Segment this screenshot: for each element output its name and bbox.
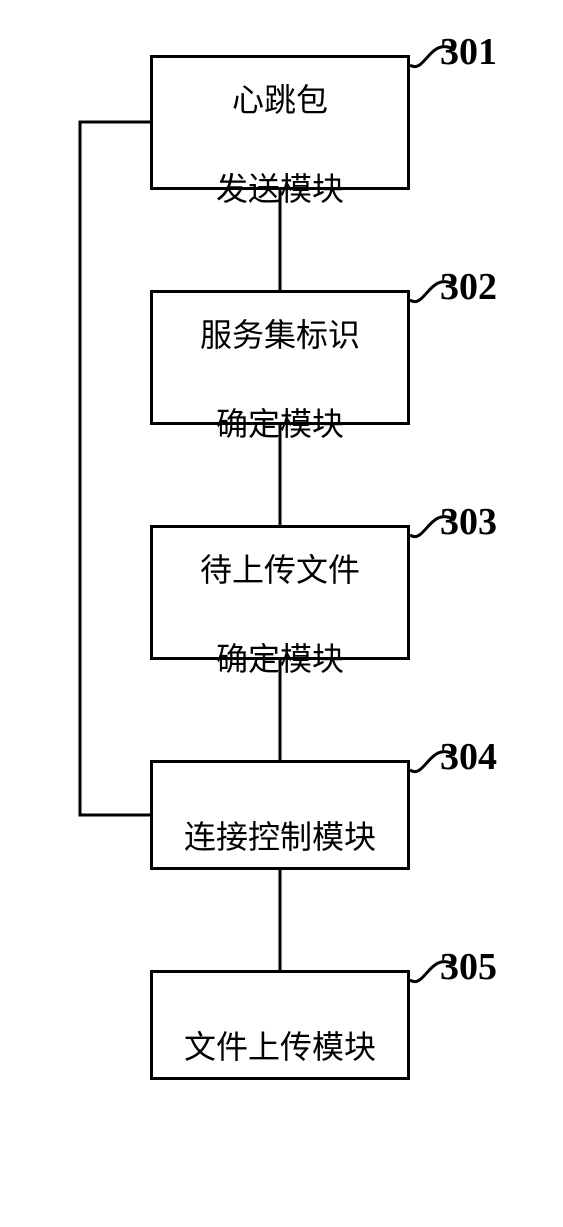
flowchart-diagram: 心跳包 发送模块 301 服务集标识 确定模块 302 待上传文件 确定模块 3… xyxy=(0,0,563,1227)
node-line2: 发送模块 xyxy=(216,171,344,207)
callout-label-303: 303 xyxy=(440,500,497,544)
node-text: 服务集标识 确定模块 xyxy=(200,268,360,447)
node-text: 连接控制模块 xyxy=(184,770,376,860)
side-edge-1-4 xyxy=(80,122,150,815)
node-upload-file-determine-module: 待上传文件 确定模块 xyxy=(150,525,410,660)
callout-label-305: 305 xyxy=(440,945,497,989)
node-file-upload-module: 文件上传模块 xyxy=(150,970,410,1080)
callout-label-304: 304 xyxy=(440,735,497,779)
node-line1: 服务集标识 xyxy=(200,317,360,353)
node-text: 心跳包 发送模块 xyxy=(216,33,344,212)
node-line2: 确定模块 xyxy=(216,406,344,442)
node-line1: 心跳包 xyxy=(232,82,328,118)
node-connection-control-module: 连接控制模块 xyxy=(150,760,410,870)
node-heartbeat-send-module: 心跳包 发送模块 xyxy=(150,55,410,190)
callout-label-302: 302 xyxy=(440,265,497,309)
node-service-set-id-module: 服务集标识 确定模块 xyxy=(150,290,410,425)
node-line1: 待上传文件 xyxy=(200,552,360,588)
node-text: 待上传文件 确定模块 xyxy=(200,503,360,682)
callout-label-301: 301 xyxy=(440,30,497,74)
node-text: 文件上传模块 xyxy=(184,980,376,1070)
node-line1: 连接控制模块 xyxy=(184,819,376,855)
node-line2: 确定模块 xyxy=(216,641,344,677)
node-line1: 文件上传模块 xyxy=(184,1029,376,1065)
